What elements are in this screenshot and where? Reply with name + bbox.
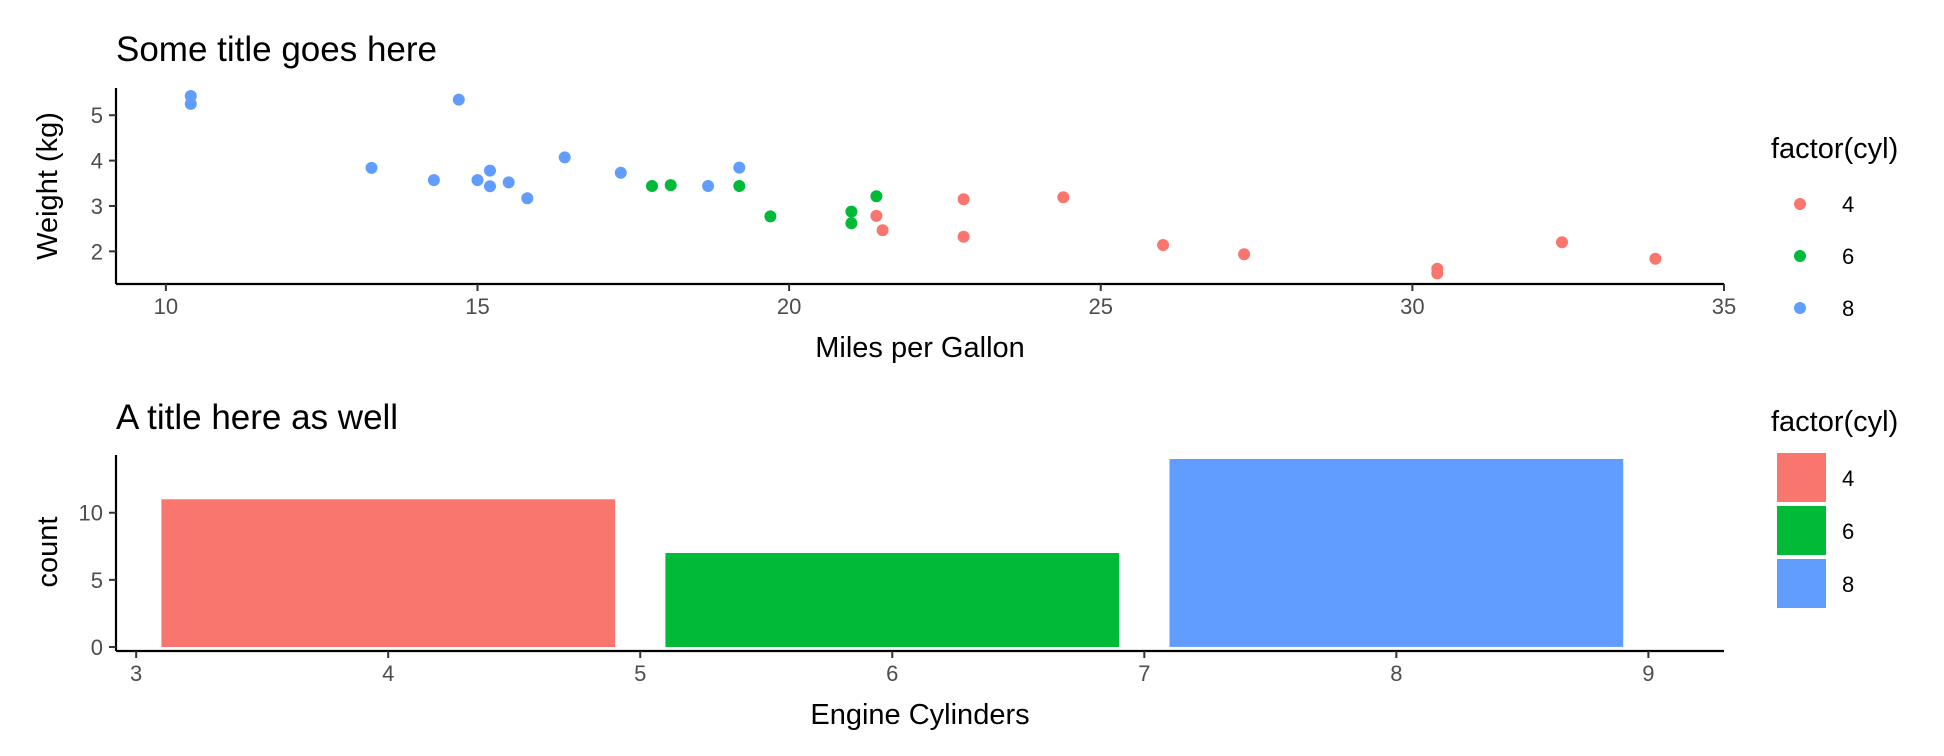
bar-legend-items: 4 6 8 bbox=[1777, 453, 1854, 608]
scatter-x-axis-title: Miles per Gallon bbox=[815, 332, 1025, 364]
bar-y-tick-label: 0 bbox=[91, 635, 103, 660]
scatter-point-cyl-8 bbox=[471, 174, 484, 187]
scatter-point-cyl-6 bbox=[870, 190, 883, 203]
scatter-point-cyl-4 bbox=[1649, 252, 1662, 265]
scatter-y-tick-label: 2 bbox=[91, 239, 103, 264]
scatter-legend-key-6 bbox=[1794, 250, 1806, 262]
scatter-point-cyl-4 bbox=[1556, 236, 1568, 249]
bar-title: A title here as well bbox=[116, 398, 398, 437]
scatter-x-tick-label: 30 bbox=[1400, 294, 1424, 319]
bar-x-tick-label: 3 bbox=[130, 661, 142, 686]
bar-y-axis-title: count bbox=[32, 517, 64, 588]
bar-legend-key-8 bbox=[1777, 559, 1826, 608]
bar-legend-label: 4 bbox=[1842, 466, 1854, 491]
scatter-point-cyl-8 bbox=[502, 176, 515, 189]
scatter-point-cyl-8 bbox=[484, 164, 496, 177]
scatter-x-tick-label: 15 bbox=[465, 294, 489, 319]
bar-legend-key-4 bbox=[1777, 453, 1826, 502]
scatter-x-tick-label: 20 bbox=[777, 294, 801, 319]
scatter-x-tick-label: 35 bbox=[1712, 294, 1736, 319]
scatter-legend-title: factor(cyl) bbox=[1771, 133, 1898, 165]
scatter-legend-key-4 bbox=[1794, 198, 1806, 210]
scatter-y-tick-label: 4 bbox=[91, 149, 103, 174]
bar-x-tick-label: 9 bbox=[1642, 661, 1654, 686]
bar-x-ticks: 3 4 5 6 7 8 9 bbox=[130, 651, 1655, 686]
bar-x-tick-label: 5 bbox=[634, 661, 646, 686]
scatter-point-cyl-4 bbox=[1057, 191, 1070, 204]
scatter-point-cyl-4 bbox=[957, 193, 970, 206]
scatter-legend-label: 6 bbox=[1842, 244, 1854, 269]
bar-legend-label: 8 bbox=[1842, 572, 1854, 597]
scatter-point-cyl-8 bbox=[484, 180, 496, 193]
scatter-x-tick-label: 25 bbox=[1089, 294, 1113, 319]
scatter-point-cyl-8 bbox=[702, 180, 715, 192]
scatter-point-cyl-8 bbox=[452, 93, 465, 106]
scatter-legend-label: 4 bbox=[1842, 192, 1854, 217]
scatter-point-cyl-8 bbox=[558, 151, 571, 164]
bar-x-tick-label: 6 bbox=[886, 661, 898, 686]
bar-y-tick-label: 5 bbox=[91, 568, 103, 593]
scatter-y-ticks: 2 3 4 5 bbox=[91, 103, 116, 264]
bar-panel: A title here as well 3 4 5 6 7 8 9 0 5 10 Engine… bbox=[32, 398, 1898, 731]
scatter-point-cyl-4 bbox=[870, 209, 883, 222]
scatter-legend-key-8 bbox=[1794, 302, 1806, 314]
bar-x-axis-title: Engine Cylinders bbox=[810, 699, 1029, 731]
scatter-panel: Some title goes here 10 15 20 25 30 35 2 3 4 5 M… bbox=[32, 30, 1898, 364]
bar-x-tick-label: 8 bbox=[1390, 661, 1402, 686]
scatter-y-tick-label: 3 bbox=[91, 194, 103, 219]
scatter-point-cyl-8 bbox=[184, 90, 197, 102]
bar-y-ticks: 0 5 10 bbox=[79, 501, 116, 660]
scatter-point-cyl-4 bbox=[1238, 248, 1251, 261]
scatter-legend: factor(cyl) 4 6 8 bbox=[1771, 133, 1898, 321]
scatter-x-ticks: 10 15 20 25 30 35 bbox=[154, 284, 1736, 319]
scatter-point-cyl-6 bbox=[764, 210, 777, 223]
scatter-points bbox=[184, 90, 1662, 280]
bar-legend-title: factor(cyl) bbox=[1771, 406, 1898, 438]
scatter-legend-label: 8 bbox=[1842, 296, 1854, 321]
bar-x-tick-label: 4 bbox=[382, 661, 394, 686]
scatter-point-cyl-8 bbox=[733, 161, 746, 174]
bar-legend-key-6 bbox=[1777, 506, 1826, 555]
bar-cyl-4 bbox=[161, 499, 616, 647]
scatter-point-cyl-4 bbox=[957, 230, 970, 243]
scatter-point-cyl-4 bbox=[876, 224, 889, 237]
bars bbox=[161, 459, 1624, 647]
bar-legend: factor(cyl) 4 6 8 bbox=[1771, 406, 1898, 608]
scatter-legend-items: 4 6 8 bbox=[1794, 192, 1854, 321]
bar-y-tick-label: 10 bbox=[79, 501, 103, 526]
scatter-point-cyl-4 bbox=[1157, 239, 1170, 251]
scatter-point-cyl-8 bbox=[521, 192, 534, 205]
bar-legend-label: 6 bbox=[1842, 519, 1854, 544]
scatter-point-cyl-8 bbox=[365, 161, 378, 174]
bar-x-tick-label: 7 bbox=[1138, 661, 1150, 686]
scatter-point-cyl-4 bbox=[1431, 267, 1444, 280]
scatter-point-cyl-6 bbox=[845, 205, 858, 218]
scatter-point-cyl-6 bbox=[733, 180, 746, 192]
bar-cyl-6 bbox=[665, 553, 1120, 647]
scatter-point-cyl-6 bbox=[646, 180, 658, 192]
scatter-point-cyl-6 bbox=[664, 179, 677, 192]
scatter-title: Some title goes here bbox=[116, 30, 437, 69]
scatter-point-cyl-8 bbox=[427, 174, 440, 187]
scatter-y-axis-title: Weight (kg) bbox=[32, 112, 64, 260]
bar-cyl-8 bbox=[1169, 459, 1624, 647]
scatter-x-tick-label: 10 bbox=[154, 294, 178, 319]
scatter-point-cyl-8 bbox=[614, 166, 627, 179]
scatter-point-cyl-6 bbox=[845, 217, 858, 230]
scatter-y-tick-label: 5 bbox=[91, 103, 103, 128]
